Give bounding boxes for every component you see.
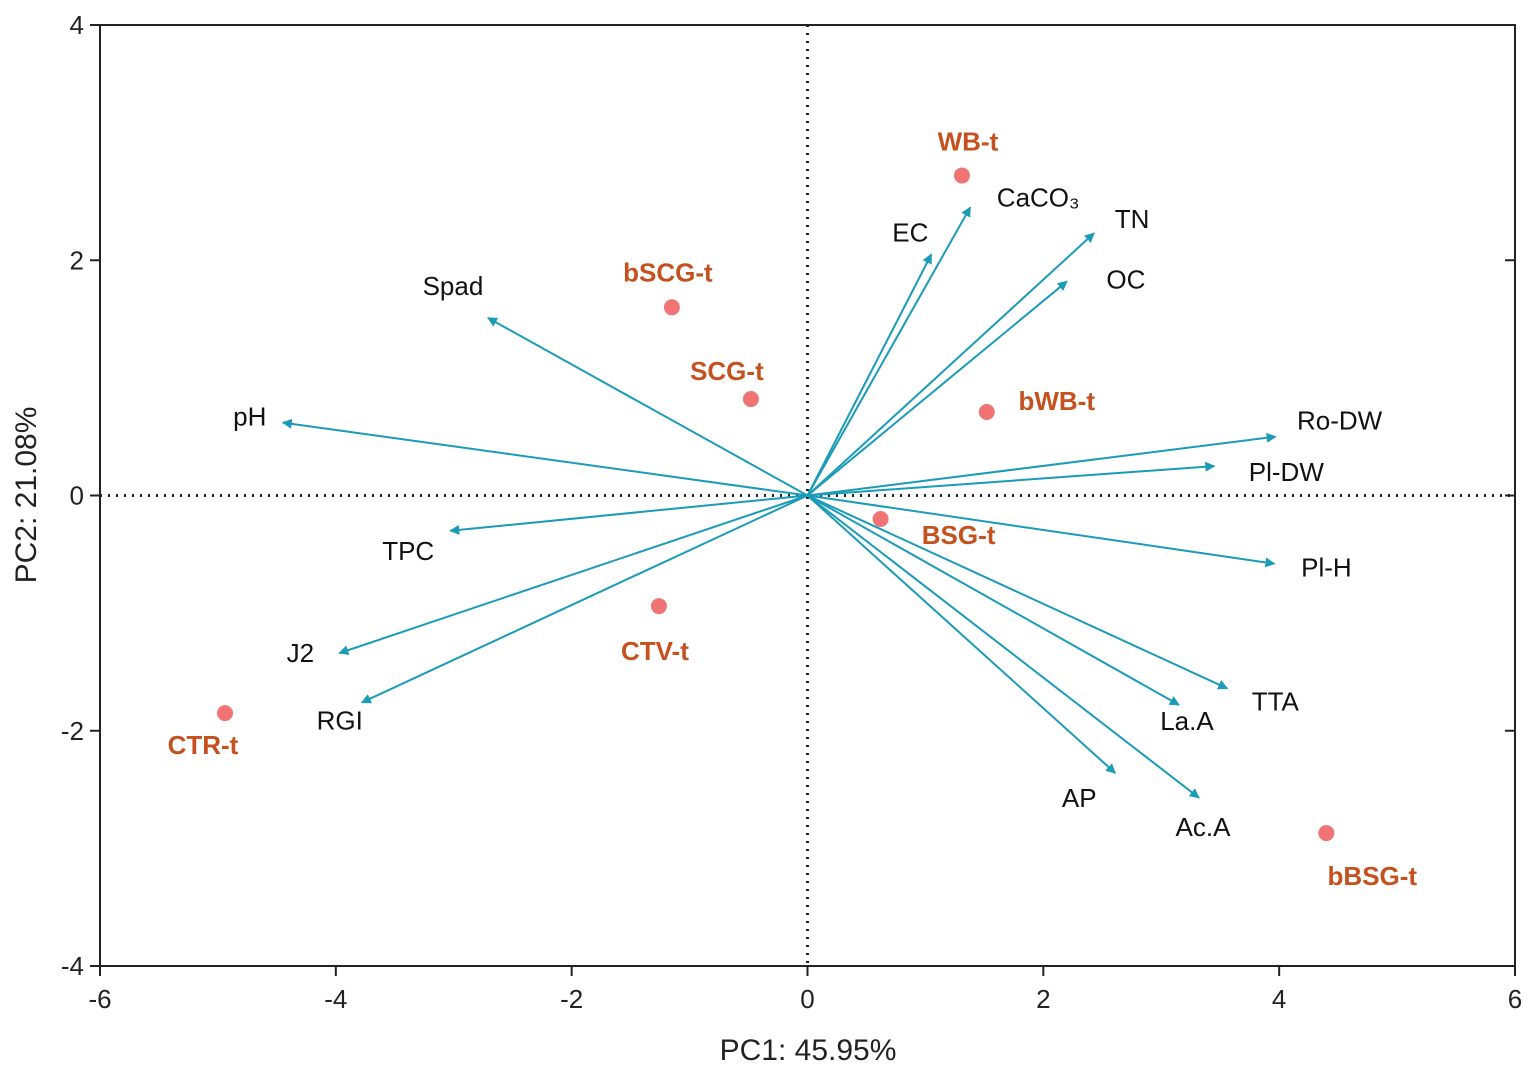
x-axis-label: PC1: 45.95% (720, 1034, 897, 1067)
loading-arrow (807, 494, 1276, 568)
loading-label: La.A (1160, 706, 1214, 736)
loading-label: Pl-H (1301, 553, 1352, 583)
x-tick-label: 0 (800, 984, 814, 1014)
score-point (663, 299, 680, 316)
score-point (650, 598, 667, 615)
loading-arrow (806, 494, 1200, 799)
score-label: bSCG-t (623, 257, 713, 287)
y-tick-label: -4 (61, 951, 84, 981)
score-point (953, 167, 970, 184)
loading-arrow (338, 494, 808, 655)
score-point (742, 391, 759, 408)
x-tick-label: 4 (1272, 984, 1286, 1014)
loading-arrow (806, 494, 1117, 774)
loading-label: OC (1106, 264, 1145, 294)
loading-arrow (449, 494, 808, 535)
loading-label: CaCO₃ (997, 182, 1080, 212)
loading-label: pH (233, 402, 266, 432)
loading-arrow (487, 317, 808, 497)
loading-arrow (281, 418, 808, 497)
x-tick-label: 2 (1036, 984, 1050, 1014)
x-tick-label: 6 (1508, 984, 1522, 1014)
loading-arrow (806, 206, 972, 496)
y-tick-label: 4 (70, 10, 84, 40)
score-label: bWB-t (1018, 386, 1095, 416)
loading-arrow (806, 280, 1068, 497)
score-label: BSG-t (922, 520, 996, 550)
loading-arrow (807, 432, 1277, 497)
loading-label: TN (1115, 204, 1150, 234)
loading-label: Ac.A (1176, 812, 1232, 842)
y-tick-label: -2 (61, 716, 84, 746)
score-label: WB-t (938, 127, 999, 157)
loading-arrow (807, 494, 1229, 690)
y-axis-label: PC2: 21.08% (10, 407, 43, 584)
y-tick-label: 0 (70, 481, 84, 511)
score-label: CTR-t (168, 730, 239, 760)
loading-label: AP (1062, 783, 1097, 813)
x-tick-label: -6 (88, 984, 111, 1014)
score-point (1318, 825, 1335, 842)
y-tick-label: 2 (70, 245, 84, 275)
loading-arrow (806, 232, 1095, 497)
loading-label: TTA (1252, 686, 1300, 716)
loading-label: J2 (287, 638, 314, 668)
loading-arrow (807, 494, 1180, 706)
score-point (978, 403, 995, 420)
loading-label: EC (892, 217, 928, 247)
x-tick-label: -4 (324, 984, 347, 1014)
score-label: bBSG-t (1328, 861, 1418, 891)
score-point (216, 705, 233, 722)
score-label: SCG-t (690, 356, 764, 386)
score-point (872, 511, 889, 528)
loading-label: RGI (317, 706, 363, 736)
score-label: CTV-t (621, 636, 689, 666)
loading-arrow (807, 461, 1216, 497)
loading-label: Spad (423, 271, 484, 301)
loading-arrow (360, 494, 808, 704)
x-tick-label: -2 (560, 984, 583, 1014)
loading-label: Pl-DW (1249, 457, 1325, 487)
loading-arrow (806, 253, 933, 496)
loading-label: TPC (382, 536, 434, 566)
loading-label: Ro-DW (1297, 406, 1383, 436)
